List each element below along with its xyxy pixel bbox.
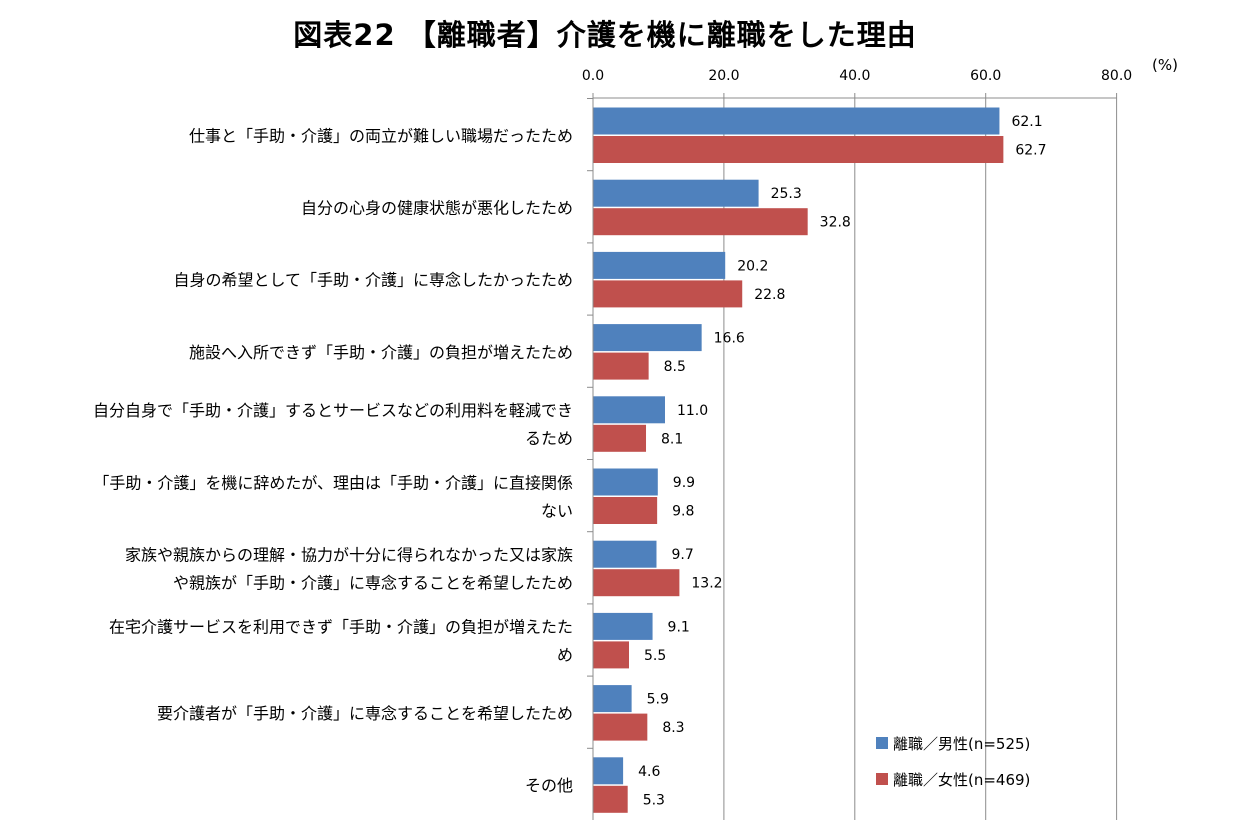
data-label: 13.2 bbox=[691, 576, 722, 592]
data-label: 4.6 bbox=[638, 764, 660, 780]
category-label: その他 bbox=[525, 776, 573, 795]
bar-female bbox=[593, 352, 649, 380]
category-label: 自分自身で「手助・介護」するとサービスなどの利用料を軽減でき bbox=[93, 401, 573, 420]
bar-male bbox=[593, 540, 657, 568]
legend-swatch-female bbox=[876, 773, 888, 785]
data-label: 5.3 bbox=[643, 792, 665, 808]
data-label: 11.0 bbox=[677, 403, 708, 419]
bar-female bbox=[593, 424, 647, 452]
x-tick-label: 40.0 bbox=[839, 68, 870, 84]
chart-title: 図表22 【離職者】介護を機に離職をした理由 bbox=[293, 18, 917, 52]
bar-female bbox=[593, 208, 808, 236]
bar-female bbox=[593, 713, 648, 741]
bar-female bbox=[593, 641, 629, 669]
data-label: 5.9 bbox=[647, 692, 669, 708]
data-label: 9.7 bbox=[671, 547, 693, 563]
bar-female bbox=[593, 280, 743, 308]
bar-male bbox=[593, 757, 624, 785]
bar-female bbox=[593, 497, 658, 524]
bar-female bbox=[593, 785, 628, 813]
data-label: 9.1 bbox=[668, 619, 690, 635]
legend-swatch-male bbox=[876, 737, 888, 749]
data-label: 8.5 bbox=[664, 359, 686, 375]
category-label: 家族や親族からの理解・協力が十分に得られなかった又は家族 bbox=[125, 545, 573, 564]
data-label: 8.1 bbox=[661, 431, 683, 447]
data-label: 8.3 bbox=[662, 720, 684, 736]
bar-male bbox=[593, 396, 665, 424]
category-label: 自分の心身の健康状態が悪化したため bbox=[301, 198, 573, 217]
category-label: 仕事と「手助・介護」の両立が難しい職場だったため bbox=[189, 126, 573, 145]
data-label: 9.9 bbox=[673, 475, 695, 491]
data-label: 5.5 bbox=[644, 648, 666, 664]
bar-male bbox=[593, 179, 759, 207]
data-label: 62.7 bbox=[1015, 143, 1046, 159]
data-label: 32.8 bbox=[820, 215, 851, 231]
category-label: め bbox=[557, 646, 573, 665]
x-tick-label: 80.0 bbox=[1101, 68, 1132, 84]
bar-female bbox=[593, 136, 1004, 163]
category-label: や親族が「手助・介護」に専念することを希望したため bbox=[173, 573, 573, 592]
bar-male bbox=[593, 468, 658, 496]
category-label: 施設へ入所できず「手助・介護」の負担が増えたため bbox=[189, 343, 573, 362]
category-label: るため bbox=[525, 429, 573, 448]
category-label: ない bbox=[541, 501, 573, 520]
bar-male bbox=[593, 685, 632, 713]
category-label: 自身の希望として「手助・介護」に専念したかったため bbox=[173, 271, 573, 290]
data-label: 62.1 bbox=[1011, 114, 1042, 130]
data-label: 25.3 bbox=[771, 186, 802, 202]
bar-female bbox=[593, 569, 680, 597]
bar-male bbox=[593, 107, 1000, 135]
x-tick-label: 0.0 bbox=[582, 68, 604, 84]
category-label: 「手助・介護」を機に辞めたが、理由は「手助・介護」に直接関係 bbox=[93, 473, 573, 492]
data-label: 22.8 bbox=[754, 287, 785, 303]
bar-male bbox=[593, 612, 653, 640]
category-label: 在宅介護サービスを利用できず「手助・介護」の負担が増えたた bbox=[109, 618, 573, 637]
legend-label-female: 離職／女性(n=469) bbox=[893, 771, 1030, 789]
data-label: 16.6 bbox=[714, 331, 745, 347]
x-tick-label: 20.0 bbox=[708, 68, 739, 84]
bar-male bbox=[593, 251, 726, 279]
bar-male bbox=[593, 324, 702, 352]
x-tick-label: 60.0 bbox=[970, 68, 1001, 84]
category-label: 要介護者が「手助・介護」に専念することを希望したため bbox=[157, 704, 573, 723]
legend-label-male: 離職／男性(n=525) bbox=[893, 735, 1030, 753]
unit-label: (%) bbox=[1152, 56, 1178, 74]
data-label: 9.8 bbox=[672, 504, 694, 520]
data-label: 20.2 bbox=[737, 258, 768, 274]
